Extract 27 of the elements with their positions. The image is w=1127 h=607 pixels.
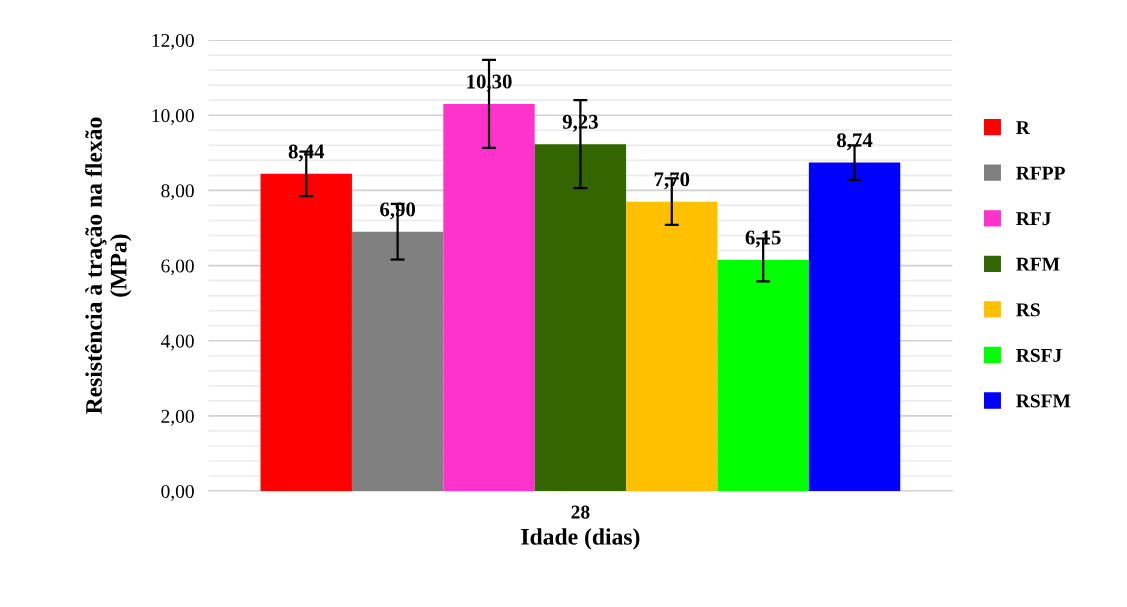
y-tick-label: 8,00 — [161, 184, 194, 201]
bar — [443, 103, 535, 492]
y-tick-label: 4,00 — [160, 334, 194, 351]
data-label: 8,74 — [837, 133, 873, 151]
y-tick-label: 6,00 — [161, 259, 194, 276]
data-label: 6,15 — [745, 230, 781, 248]
y-tick-label: 0,00 — [161, 484, 194, 501]
legend-label: R — [1016, 121, 1031, 134]
data-label: 8,44 — [288, 144, 325, 162]
bar — [534, 144, 627, 492]
bar — [260, 173, 352, 492]
bar — [626, 201, 718, 492]
legend-label: RS — [1016, 303, 1040, 317]
legend-label: RFPP — [1016, 166, 1065, 180]
y-tick-label: 2,00 — [161, 409, 194, 426]
legend-label: RSFJ — [1016, 348, 1062, 362]
x-axis-title: Idade (dias) — [521, 528, 640, 550]
x-tick-label: 28 — [571, 505, 590, 519]
legend-label: RFM — [1016, 257, 1060, 271]
legend-label: RSFM — [1016, 394, 1071, 408]
y-tick-label: 12,00 — [152, 33, 194, 50]
legend-label: RFJ — [1016, 212, 1051, 226]
y-tick-label: 10,00 — [152, 109, 194, 125]
bar — [351, 231, 444, 492]
bar — [808, 162, 901, 492]
bar — [717, 259, 809, 492]
y-axis-title: Resistência à tração na flexão (MPa) — [85, 117, 132, 415]
